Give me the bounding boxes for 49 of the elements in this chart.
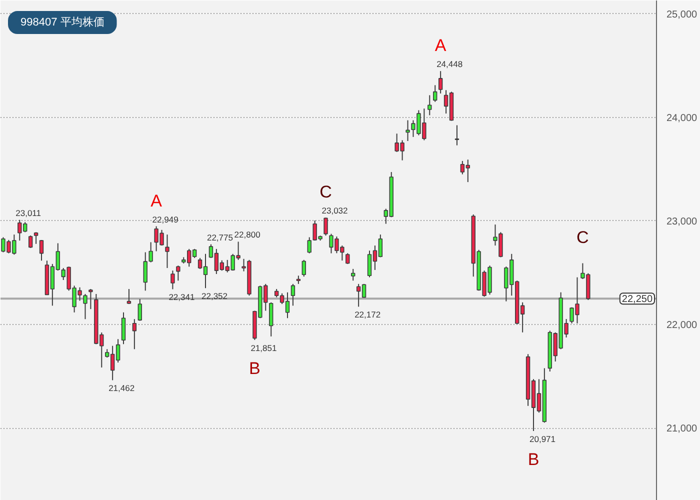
candlestick [454, 124, 460, 146]
candlestick [165, 234, 170, 268]
annotation: B [249, 358, 260, 378]
candlestick [132, 318, 137, 350]
candlestick [138, 298, 142, 322]
text: 20,971 [530, 434, 556, 444]
text: 23,011 [16, 208, 42, 218]
candlestick [39, 239, 44, 262]
candlestick [121, 312, 126, 345]
candlestick [433, 84, 438, 102]
annotation: C [576, 228, 589, 248]
text: 22,172 [354, 310, 381, 320]
text: 21,462 [108, 383, 135, 394]
text: 21,851 [250, 342, 277, 353]
candlestick [170, 270, 175, 290]
candlestick [438, 70, 443, 94]
text: 24,448 [436, 59, 463, 70]
y-tick-label: 25,000 [666, 9, 698, 20]
candlestick [428, 94, 432, 116]
candlestick [302, 259, 306, 278]
candlestick [290, 283, 296, 306]
ref-line-label: 22,250 [622, 294, 653, 306]
candlestick [269, 302, 274, 337]
y-tick-label: 24,000 [666, 112, 698, 124]
annotation: C [320, 182, 332, 202]
candlestick [176, 265, 180, 282]
candlestick [324, 217, 328, 236]
candlestick [346, 252, 350, 264]
candlestick [406, 120, 410, 142]
text: 22,775 [206, 232, 233, 242]
text: 23,032 [322, 206, 348, 216]
annotation: B [528, 450, 540, 470]
y-tick-label: 22,000 [666, 320, 698, 332]
text: 22,341 [168, 292, 195, 302]
text: 22,949 [152, 214, 178, 224]
candlestick [83, 293, 88, 320]
y-tick-label: 23,000 [666, 216, 698, 228]
candlestick [28, 234, 33, 248]
candlestick [126, 288, 132, 305]
candlestick [307, 236, 312, 254]
y-tick-label: 21,000 [666, 424, 698, 435]
text: 998407 平均株価 [20, 16, 104, 28]
annotation: A [434, 36, 447, 56]
candlestick [34, 232, 38, 244]
text: 22,352 [202, 291, 228, 302]
annotation: A [150, 191, 163, 210]
candlestick [88, 288, 93, 310]
candlestick [351, 268, 356, 282]
text: 22,800 [234, 230, 260, 240]
